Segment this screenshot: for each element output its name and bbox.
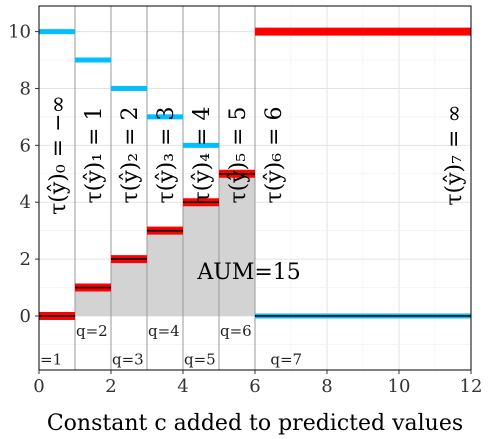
q-label: q=6 (220, 322, 252, 340)
x-tick-label: 2 (105, 376, 116, 397)
area-label: AUM=15 (196, 260, 300, 285)
tau-label: τ(ŷ)₀ = −∞ (46, 95, 71, 215)
tau-label: τ(ŷ)₅ = 5 (226, 106, 251, 203)
q-label: q=5 (184, 351, 216, 369)
q-label: q=3 (112, 351, 144, 369)
breakpoint-lines (74, 6, 256, 370)
q-label: q=7 (270, 351, 302, 369)
x-tick-label: 6 (249, 376, 260, 397)
q-label: q=4 (148, 322, 180, 340)
y-tick-label: 0 (20, 306, 31, 327)
axis-ticks: 0 2 4 6 8 10 12 0 2 4 6 8 10 (8, 22, 482, 397)
tau-label: τ(ŷ)₆ = 6 (262, 106, 287, 203)
x-tick-label: 8 (321, 376, 332, 397)
red-series (39, 27, 471, 320)
tau-label: τ(ŷ)₁ = 1 (82, 106, 107, 203)
annotations: =1 q=2q=3q=4q=5q=6 q=7 AUM=15 τ(ŷ)₀ = −∞ τ(ŷ)… (40, 95, 467, 369)
tau-label: τ(ŷ)₇ = ∞ (442, 104, 467, 205)
y-tick-label: 4 (20, 192, 31, 213)
y-tick-label: 8 (20, 78, 31, 99)
y-tick-label: 2 (20, 249, 31, 270)
tau-label: τ(ŷ)₄ = 4 (190, 106, 215, 203)
q-label: =1 (40, 351, 62, 369)
tau-label: τ(ŷ)₃ = 3 (154, 106, 179, 203)
x-tick-label: 0 (33, 376, 44, 397)
x-axis-label: Constant c added to predicted values (47, 411, 463, 436)
x-tick-label: 4 (177, 376, 188, 397)
y-tick-label: 10 (8, 22, 31, 43)
y-tick-label: 6 (20, 135, 31, 156)
x-tick-label: 12 (460, 376, 483, 397)
q-label: q=2 (76, 322, 108, 340)
x-tick-label: 10 (388, 376, 411, 397)
tau-label: τ(ŷ)₂ = 2 (118, 106, 143, 203)
